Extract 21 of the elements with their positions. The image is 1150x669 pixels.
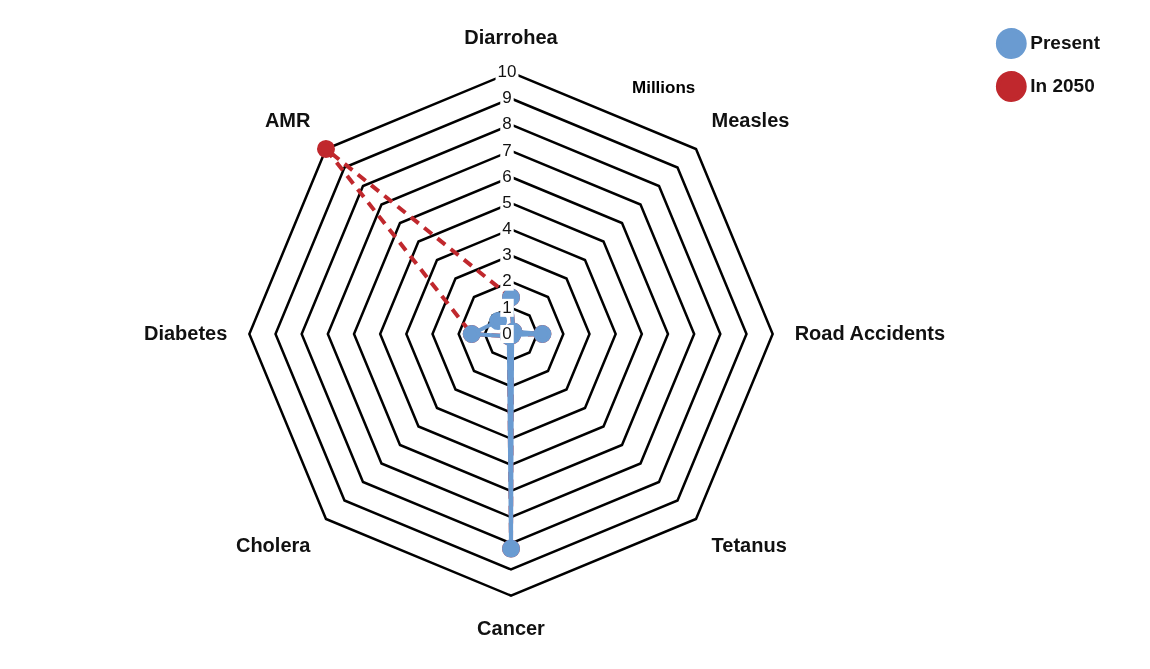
y-tick-label: 2 [502,271,512,291]
spoke-label: Tetanus [711,534,787,557]
y-tick-label: 6 [502,166,512,186]
y-tick-label: 7 [502,140,512,160]
spoke-label: Cancer [477,617,546,640]
y-tick-label: 5 [502,192,512,212]
spoke-label: Diarrohea [464,25,559,48]
spoke-label: Diabetes [143,321,228,344]
spoke-label: Cholera [235,534,312,557]
legend-label: In 2050 [1030,74,1095,96]
y-tick-label: 1 [502,297,512,317]
legend-label: Present [1030,31,1101,53]
spoke-label: Measles [711,108,790,131]
y-tick-label: 10 [497,62,517,82]
spoke-label: Road Accidents [794,321,946,344]
spoke-label: AMR [264,108,311,131]
y-tick-label: 4 [502,219,512,239]
text: Millions [632,78,696,98]
y-tick-label: 9 [502,88,512,108]
y-tick-label: 3 [502,245,512,265]
y-tick-label: 8 [502,114,512,134]
